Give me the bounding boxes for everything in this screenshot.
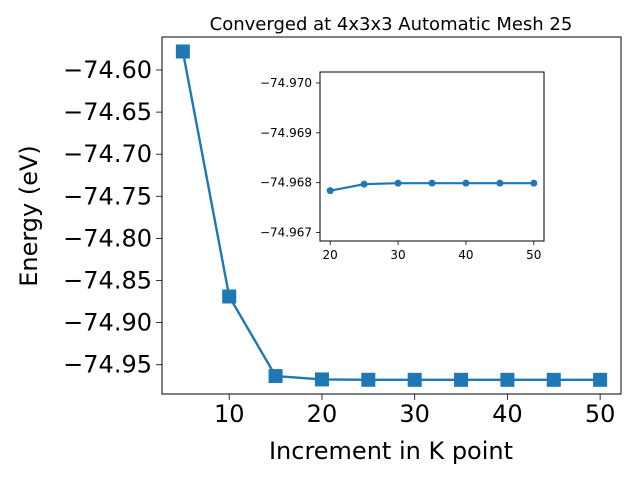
main-y-tick-label: −74.70 [63, 140, 152, 168]
main-y-tick-label: −74.65 [63, 98, 152, 126]
main-data-point [361, 372, 376, 387]
inset-data-point [530, 179, 538, 187]
inset-data-point [496, 179, 504, 187]
inset-data-point [360, 180, 368, 188]
inset-series [326, 179, 538, 195]
y-axis-label: Energy (eV) [15, 145, 43, 287]
main-y-tick-label: −74.95 [63, 351, 152, 379]
inset-plot-background [320, 72, 544, 241]
main-series [175, 44, 608, 387]
inset-y-tick-label: −74.970 [260, 76, 312, 90]
inset-data-point [428, 179, 436, 187]
main-data-point [314, 372, 329, 387]
inset-y-tick-label: −74.968 [260, 176, 312, 190]
main-x-tick-label: 20 [307, 400, 338, 428]
main-y-tick-label: −74.80 [63, 224, 152, 252]
inset-x-tick-label: 40 [458, 248, 473, 262]
inset-x-tick-label: 30 [390, 248, 405, 262]
main-plot-frame [161, 36, 622, 395]
main-y-tick-label: −74.85 [63, 267, 152, 295]
inset-y-tick-label: −74.967 [260, 226, 312, 240]
x-axis-label: Increment in K point [269, 437, 513, 465]
inset-data-point [326, 187, 334, 195]
main-data-point [222, 289, 237, 304]
main-y-tick-label: −74.90 [63, 309, 152, 337]
main-data-point [407, 372, 422, 387]
main-data-point [500, 372, 515, 387]
main-y-axis: −74.60 −74.65 −74.70 −74.75 −74.80 −74.85 −74.… [63, 56, 162, 379]
inset-data-point [394, 179, 402, 187]
main-data-point [175, 44, 190, 59]
inset-x-axis: 20 30 40 50 [323, 241, 541, 262]
main-data-point [593, 372, 608, 387]
main-x-tick-label: 10 [214, 400, 245, 428]
main-y-tick-label: −74.60 [63, 56, 152, 84]
inset-plot-frame [319, 71, 545, 242]
main-data-point [546, 372, 561, 387]
main-data-point [454, 372, 469, 387]
main-x-tick-label: 30 [399, 400, 430, 428]
inset-y-tick-label: −74.969 [260, 126, 312, 140]
main-series-line [181, 50, 602, 382]
main-chart: Converged at 4x3x3 Automatic Mesh 25 10 2… [15, 14, 622, 465]
inset-y-axis: −74.970 −74.969 −74.968 −74.967 [260, 76, 320, 240]
main-x-axis: 10 20 30 40 50 [214, 394, 615, 428]
inset-x-tick-label: 20 [323, 248, 338, 262]
main-x-tick-label: 50 [585, 400, 616, 428]
main-x-tick-label: 40 [492, 400, 523, 428]
inset-x-tick-label: 50 [526, 248, 541, 262]
inset-data-point [462, 179, 470, 187]
main-y-tick-label: −74.75 [63, 182, 152, 210]
inset-chart: 20 30 40 50 −74.970 −74.969 −74.968 −74.967 [260, 71, 545, 262]
chart-title: Converged at 4x3x3 Automatic Mesh 25 [210, 14, 573, 35]
main-data-point [268, 369, 283, 384]
